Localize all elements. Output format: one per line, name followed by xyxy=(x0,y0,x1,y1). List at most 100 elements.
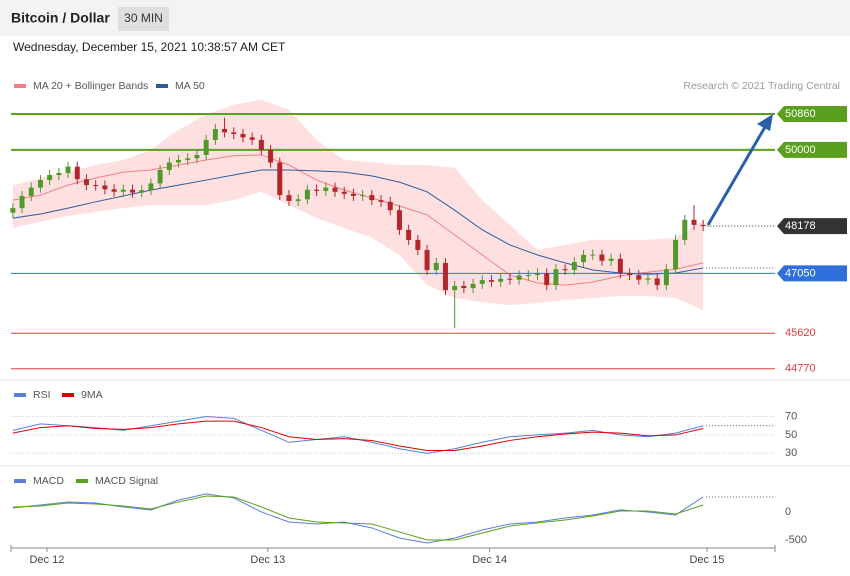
candle-body xyxy=(663,269,669,286)
bollinger-band xyxy=(12,99,704,311)
candle-body xyxy=(581,254,587,263)
legend-swatch xyxy=(14,393,26,397)
candle-body xyxy=(212,129,218,140)
forecast-arrow-head xyxy=(757,114,773,131)
legend-swatch xyxy=(76,479,88,483)
candle-body xyxy=(608,258,614,261)
candle-body xyxy=(535,273,541,276)
y-tick-label: 30 xyxy=(785,447,797,459)
candle-body xyxy=(378,200,384,202)
x-tick-label: Dec 13 xyxy=(250,554,285,566)
candle-body xyxy=(240,134,246,138)
candle-body xyxy=(286,195,292,201)
candle-body xyxy=(65,166,71,173)
last-price-tag xyxy=(777,218,847,235)
candle-body xyxy=(682,219,688,240)
candle-body xyxy=(203,139,209,155)
candle-body xyxy=(452,285,458,291)
legend-label: MA 20 + Bollinger Bands xyxy=(33,80,148,92)
candle-body xyxy=(19,195,25,209)
candle-body xyxy=(654,278,660,286)
legend-swatch xyxy=(62,393,74,397)
candle-body xyxy=(645,278,651,280)
candle-body xyxy=(120,189,126,192)
candle-body xyxy=(673,239,679,270)
legend-label: 9MA xyxy=(81,389,103,401)
candle-body xyxy=(691,219,697,225)
candle-body xyxy=(369,195,375,201)
candle-body xyxy=(350,193,356,196)
candle-body xyxy=(617,258,623,274)
level-tag xyxy=(777,141,847,158)
candle-body xyxy=(166,162,172,171)
x-tick-label: Dec 15 xyxy=(689,554,724,566)
series-line xyxy=(12,169,704,275)
candle-body xyxy=(479,280,485,284)
legend-swatch xyxy=(14,84,26,88)
candle-body xyxy=(516,275,522,280)
candle-body xyxy=(415,239,421,250)
level-tag xyxy=(777,265,847,282)
series-line xyxy=(12,493,704,544)
last-price-label: 48178 xyxy=(785,220,816,232)
y-tick-label: -500 xyxy=(785,534,807,546)
candle-body xyxy=(222,129,228,133)
level-label: 45620 xyxy=(785,327,816,339)
candle-body xyxy=(627,273,633,276)
candle-body xyxy=(323,187,329,191)
candle-body xyxy=(553,269,559,286)
candle-body xyxy=(249,137,255,140)
interval-badge xyxy=(118,7,169,31)
candle-body xyxy=(277,162,283,196)
candle-body xyxy=(636,275,642,280)
legend-label: MA 50 xyxy=(175,80,205,92)
candle-body xyxy=(341,191,347,194)
timestamp: Wednesday, December 15, 2021 10:38:57 AM… xyxy=(13,40,286,54)
candle-body xyxy=(461,285,467,289)
candle-body xyxy=(396,210,402,230)
candle-body xyxy=(360,195,366,197)
legend-label: RSI xyxy=(33,389,51,401)
candle-body xyxy=(258,139,264,150)
candle-body xyxy=(83,179,89,186)
candle-body xyxy=(304,189,310,200)
level-tag xyxy=(777,105,847,122)
candle-body xyxy=(28,187,34,196)
candle-body xyxy=(102,185,108,190)
candle-body xyxy=(433,262,439,271)
candle-body xyxy=(37,180,43,188)
candle-body xyxy=(424,249,430,271)
series-line xyxy=(12,420,704,452)
candle-body xyxy=(544,273,550,286)
legend-swatch xyxy=(14,479,26,483)
candle-body xyxy=(571,262,577,271)
candle-body xyxy=(268,149,274,163)
candle-body xyxy=(139,190,145,193)
series-line xyxy=(12,154,704,286)
candle-body xyxy=(332,187,338,192)
candle-body xyxy=(387,201,393,211)
instrument-title: Bitcoin / Dollar xyxy=(11,10,110,26)
credit: Research © 2021 Trading Central xyxy=(683,80,840,92)
candle-body xyxy=(74,166,80,180)
candle-body xyxy=(590,254,596,256)
forecast-arrow xyxy=(706,126,767,226)
x-tick-label: Dec 12 xyxy=(29,554,64,566)
legend-swatch xyxy=(156,84,168,88)
series-line xyxy=(12,495,704,541)
candle-body xyxy=(562,269,568,271)
level-label: 50860 xyxy=(785,108,816,120)
candle-body xyxy=(231,132,237,135)
y-tick-label: 50 xyxy=(785,429,797,441)
interval-label: 30 MIN xyxy=(124,11,163,25)
candle-body xyxy=(56,172,62,176)
candle-body xyxy=(295,199,301,201)
candle-body xyxy=(176,159,182,163)
x-tick-label: Dec 14 xyxy=(472,554,507,566)
level-label: 47050 xyxy=(785,267,816,279)
candle-body xyxy=(700,224,706,227)
y-tick-label: 0 xyxy=(785,506,791,518)
candle-body xyxy=(111,189,117,192)
candle-body xyxy=(406,229,412,240)
